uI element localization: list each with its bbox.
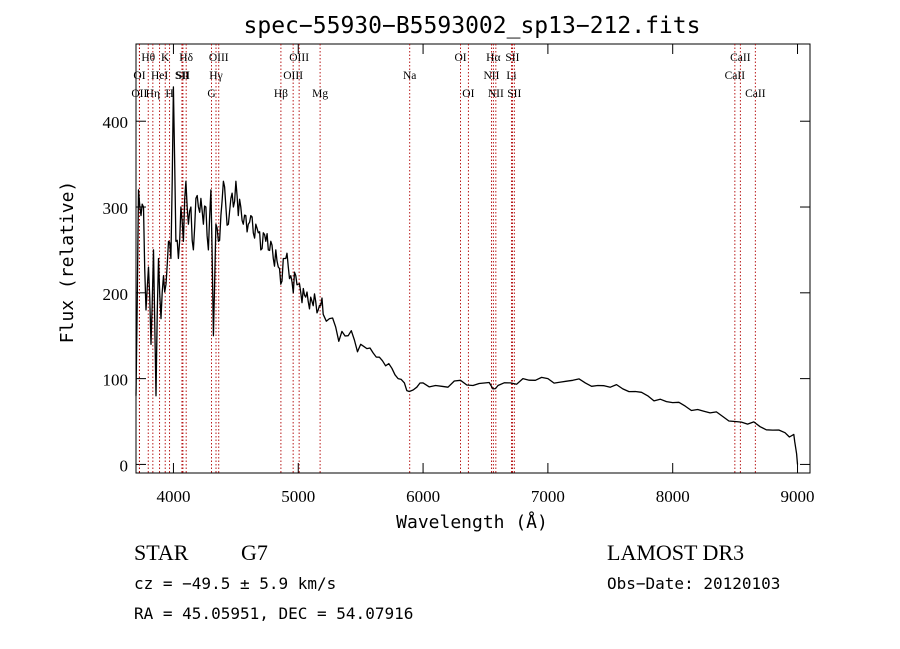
line-label: G bbox=[207, 88, 215, 100]
y-axis-label: Flux (relative) bbox=[57, 181, 78, 344]
x-tick-label: 9000 bbox=[781, 487, 815, 506]
line-label: K bbox=[161, 52, 170, 64]
line-label: SII bbox=[505, 52, 519, 64]
object-class: STAR bbox=[134, 540, 189, 565]
line-label: OIII bbox=[209, 52, 229, 64]
survey-name: LAMOST DR3 bbox=[607, 540, 744, 565]
x-axis-label: Wavelength (Å) bbox=[396, 511, 548, 533]
line-label: NII bbox=[483, 70, 499, 82]
line-label: SII bbox=[175, 70, 189, 82]
line-label: CaII bbox=[725, 70, 746, 82]
line-label: OI bbox=[462, 88, 474, 100]
line-label: OI bbox=[454, 52, 466, 64]
chart-title: spec−55930−B5593002_sp13−212.fits bbox=[244, 13, 701, 39]
line-label: CaII bbox=[730, 52, 751, 64]
line-label: HeI bbox=[151, 70, 168, 82]
emission-line-markers bbox=[138, 44, 756, 473]
line-label: CaII bbox=[745, 88, 766, 100]
line-label: Hγ bbox=[209, 70, 222, 82]
y-tick-label: 0 bbox=[120, 456, 129, 475]
line-label: OII bbox=[131, 88, 147, 100]
y-tick-label: 300 bbox=[103, 199, 129, 218]
x-axis: 4000 5000 6000 7000 8000 9000 bbox=[156, 44, 815, 506]
y-tick-label: 400 bbox=[103, 113, 129, 132]
line-label: H bbox=[165, 88, 173, 100]
emission-line-labels: HθOIIOIHηHeIKHSIIHδSIIGHγOIIIHβOIIIOIIIM… bbox=[131, 52, 765, 100]
line-label: Hη bbox=[146, 88, 160, 100]
line-label: Mg bbox=[312, 88, 328, 100]
coordinates: RA = 45.05951, DEC = 54.07916 bbox=[134, 604, 413, 623]
x-tick-label: 7000 bbox=[531, 487, 565, 506]
line-label: Hδ bbox=[179, 52, 193, 64]
line-label: Hα bbox=[486, 52, 500, 64]
x-tick-label: 5000 bbox=[281, 487, 315, 506]
line-label: NII bbox=[488, 88, 504, 100]
line-label: Hθ bbox=[141, 52, 155, 64]
plot-frame bbox=[135, 43, 811, 474]
line-label: Hβ bbox=[274, 88, 288, 100]
line-label: OIII bbox=[283, 70, 303, 82]
y-tick-label: 100 bbox=[103, 371, 129, 390]
spectrum-series-line bbox=[135, 86, 799, 465]
y-tick-label: 200 bbox=[103, 285, 129, 304]
x-tick-label: 4000 bbox=[156, 487, 190, 506]
line-label: OI bbox=[133, 70, 145, 82]
line-label: SII bbox=[507, 88, 521, 100]
plot-area: 4000 5000 6000 7000 8000 9000 0 100 200 300 400 H… bbox=[103, 43, 815, 506]
x-tick-label: 8000 bbox=[656, 487, 690, 506]
y-axis: 0 100 200 300 400 bbox=[103, 113, 810, 475]
line-label: SII bbox=[176, 70, 190, 82]
redshift-value: cz = −49.5 ± 5.9 km/s bbox=[134, 574, 336, 593]
observation-date: Obs−Date: 20120103 bbox=[607, 574, 780, 593]
line-label: Li bbox=[506, 70, 516, 82]
object-subclass: G7 bbox=[241, 540, 268, 565]
line-label: OIII bbox=[289, 52, 309, 64]
x-tick-label: 6000 bbox=[406, 487, 440, 506]
line-label: Na bbox=[403, 70, 416, 82]
